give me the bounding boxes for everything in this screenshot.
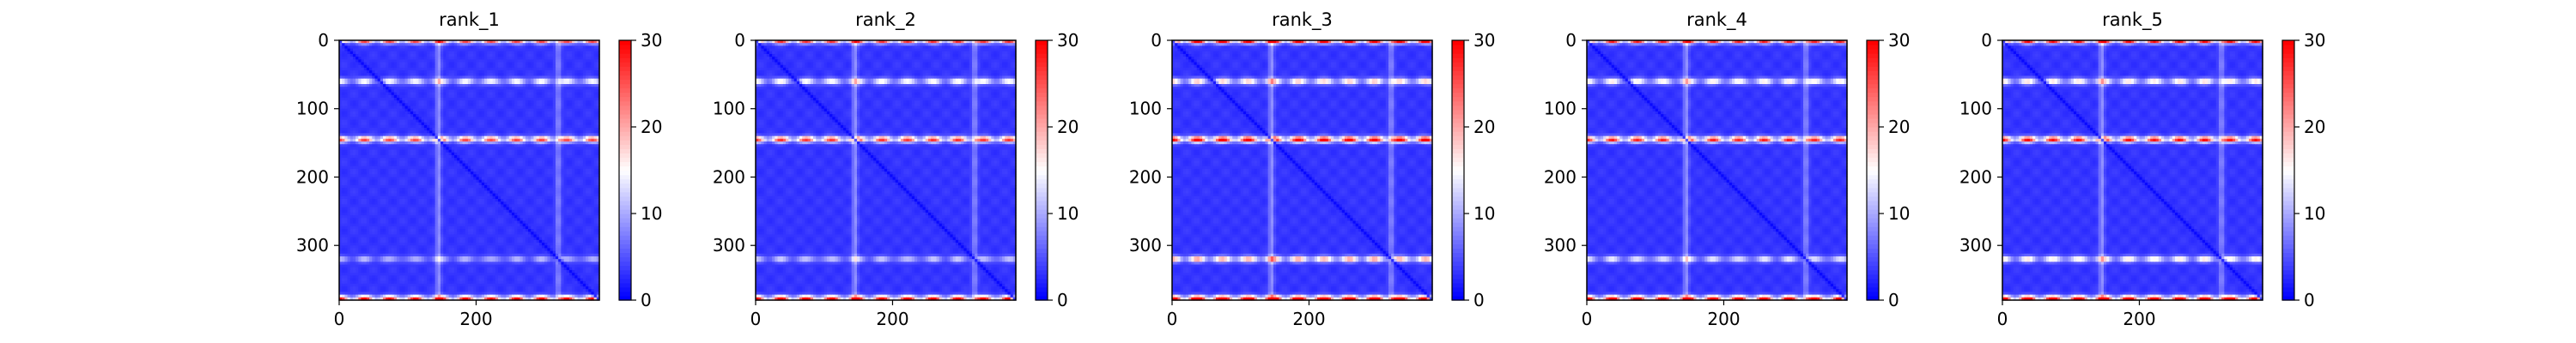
heatmap-cells — [339, 40, 600, 301]
panel-title: rank_1 — [439, 9, 500, 31]
